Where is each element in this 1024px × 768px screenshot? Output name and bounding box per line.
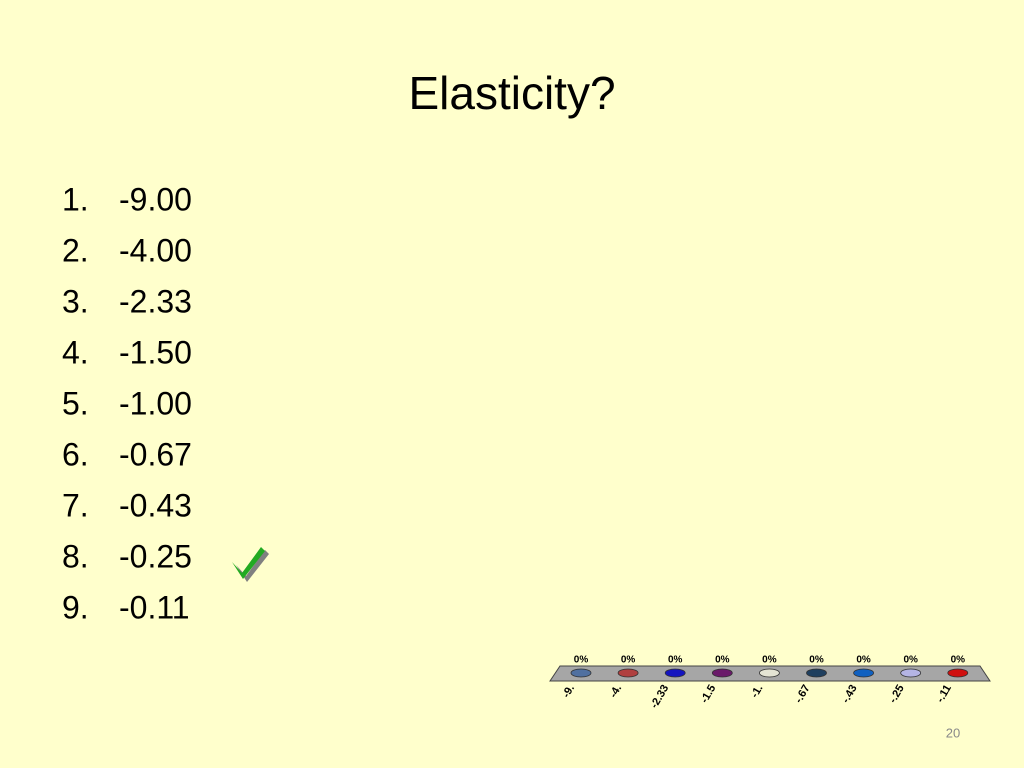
- x-tick-label: -4.: [607, 683, 624, 700]
- value-label: 0%: [762, 655, 777, 666]
- item-text: -4.00: [119, 232, 192, 268]
- x-tick-label: -1.5: [699, 683, 719, 705]
- bar-top: [664, 668, 686, 678]
- bar-top: [711, 668, 733, 678]
- value-label: 0%: [715, 655, 730, 666]
- item-number: 2.: [62, 232, 89, 268]
- x-tick-label: -.25: [887, 683, 907, 705]
- list: 1. -9.00 2. -4.00 3. -2.33 4. -1.50 5. -1.00 6. -0.…: [62, 181, 192, 625]
- check-icon: [232, 547, 265, 579]
- value-label: 0%: [668, 655, 683, 666]
- item-text: -0.43: [119, 487, 192, 523]
- value-label: 0%: [574, 655, 589, 666]
- value-label: 0%: [621, 655, 636, 666]
- x-tick-label: -.11: [934, 683, 954, 705]
- value-label: 0%: [951, 655, 966, 666]
- item-text: -0.67: [119, 436, 192, 472]
- x-tick-label: -1.: [749, 683, 766, 700]
- bar-top: [900, 668, 922, 678]
- item-text: -2.33: [119, 283, 192, 319]
- item-number: 7.: [62, 487, 89, 523]
- chart: 0% -9. 0% -4. 0% -2.33 0% -1.5 0% -1. 0% -.67 0% -.43…: [560, 655, 969, 711]
- item-number: 4.: [62, 334, 89, 370]
- x-tick-label: -.43: [840, 683, 860, 705]
- bar-top: [806, 668, 827, 678]
- item-text: -1.00: [119, 385, 192, 421]
- check-shadow: [236, 550, 269, 582]
- item-number: 6.: [62, 436, 89, 472]
- item-number: 9.: [62, 589, 89, 625]
- bar-top: [759, 668, 780, 678]
- bar-top: [947, 668, 969, 678]
- x-tick-label: -2.33: [648, 683, 671, 711]
- bar-top: [570, 668, 592, 678]
- item-text: -9.00: [119, 181, 192, 217]
- x-tick-label: -9.: [560, 683, 577, 700]
- item-text: -0.25: [119, 538, 192, 574]
- item-text: -1.50: [119, 334, 192, 370]
- value-label: 0%: [809, 655, 824, 666]
- page-number: 20: [946, 725, 960, 740]
- item-text: -0.11: [119, 589, 190, 625]
- item-number: 1.: [62, 181, 89, 217]
- value-label: 0%: [903, 655, 918, 666]
- item-number: 8.: [62, 538, 89, 574]
- x-tick-label: -.67: [793, 683, 813, 705]
- value-label: 0%: [856, 655, 871, 666]
- item-number: 3.: [62, 283, 89, 319]
- bar-top: [617, 668, 639, 678]
- bar-top: [853, 668, 874, 678]
- checkmark: [232, 547, 269, 582]
- item-number: 5.: [62, 385, 89, 421]
- slide-title: Elasticity?: [408, 67, 615, 119]
